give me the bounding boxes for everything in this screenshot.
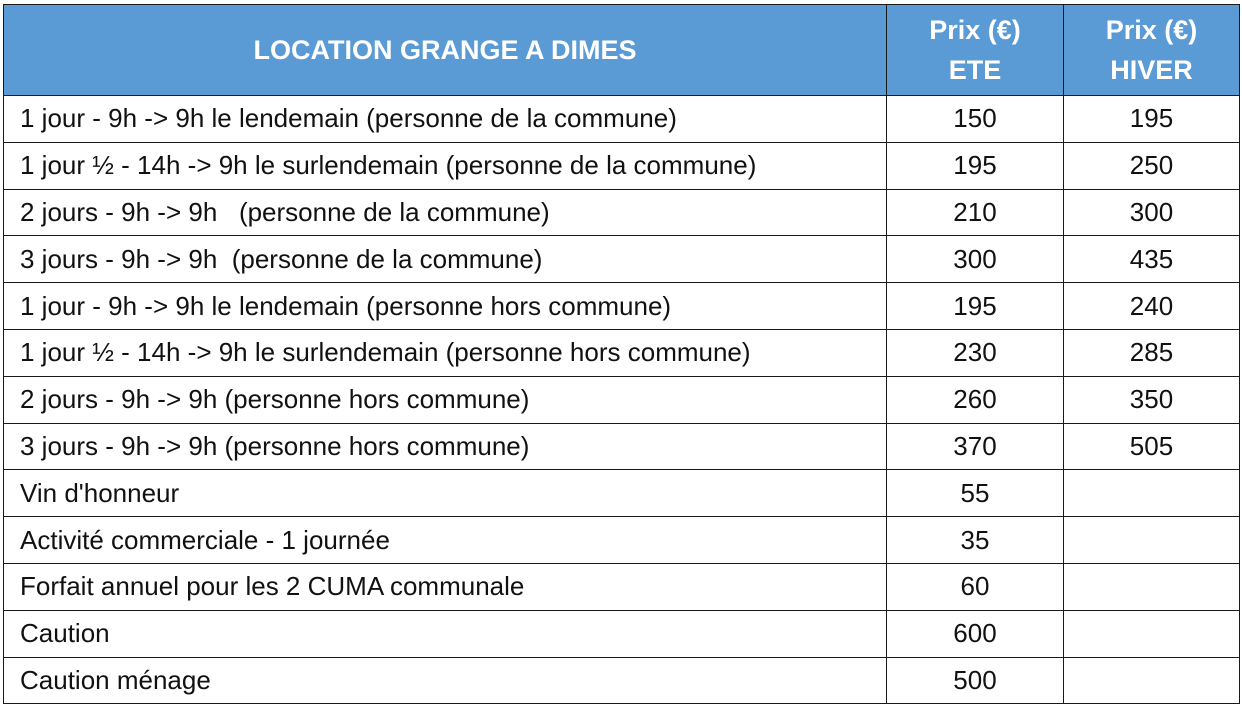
row-price-hiver: 505 <box>1063 422 1240 471</box>
row-price-hiver: 300 <box>1063 188 1240 237</box>
table-row: Vin d'honneur 55 <box>3 469 1240 518</box>
row-price-ete: 55 <box>886 469 1064 518</box>
header-ete-line1: Prix (€) <box>929 15 1021 45</box>
row-price-ete: 500 <box>886 656 1064 705</box>
row-price-hiver: 285 <box>1063 328 1240 377</box>
row-label: Caution <box>3 609 887 658</box>
header-row: LOCATION GRANGE A DIMES Prix (€) ETE Pri… <box>3 4 1240 96</box>
table-row: 1 jour - 9h -> 9h le lendemain (personne… <box>3 282 1240 330</box>
table-body: 1 jour - 9h -> 9h le lendemain (personne… <box>3 95 1240 705</box>
table-row: 2 jours - 9h -> 9h (personne hors commun… <box>3 375 1240 424</box>
row-label: 1 jour ½ - 14h -> 9h le surlendemain (pe… <box>3 328 887 377</box>
table-row: Forfait annuel pour les 2 CUMA communale… <box>3 562 1240 611</box>
row-label: Caution ménage <box>3 656 887 705</box>
row-label: 3 jours - 9h -> 9h (personne hors commun… <box>3 422 887 471</box>
table-row: Caution 600 <box>3 609 1240 658</box>
header-hiver-line1: Prix (€) <box>1105 15 1198 45</box>
row-price-hiver: 195 <box>1063 95 1240 143</box>
header-hiver-line2: HIVER <box>1110 55 1193 85</box>
row-label: 2 jours - 9h -> 9h (personne hors commun… <box>3 375 887 424</box>
row-price-hiver <box>1063 516 1240 564</box>
row-price-hiver <box>1063 469 1240 518</box>
header-hiver: Prix (€) HIVER <box>1063 4 1240 96</box>
row-label: 1 jour ½ - 14h -> 9h le surlendemain (pe… <box>3 141 887 190</box>
row-label: 2 jours - 9h -> 9h (personne de la commu… <box>3 188 887 237</box>
table-row: 2 jours - 9h -> 9h (personne de la commu… <box>3 188 1240 237</box>
header-title-text: LOCATION GRANGE A DIMES <box>253 35 637 65</box>
row-price-hiver <box>1063 562 1240 611</box>
row-price-hiver <box>1063 609 1240 658</box>
row-price-hiver: 250 <box>1063 141 1240 190</box>
row-label: 3 jours - 9h -> 9h (personne de la commu… <box>3 235 887 284</box>
row-label: Forfait annuel pour les 2 CUMA communale <box>3 562 887 611</box>
row-label: 1 jour - 9h -> 9h le lendemain (personne… <box>3 282 887 330</box>
row-price-hiver: 435 <box>1063 235 1240 284</box>
row-price-ete: 195 <box>886 141 1064 190</box>
row-price-ete: 210 <box>886 188 1064 237</box>
table-row: 3 jours - 9h -> 9h (personne hors commun… <box>3 422 1240 471</box>
header-title: LOCATION GRANGE A DIMES <box>3 4 887 96</box>
row-price-hiver <box>1063 656 1240 705</box>
row-price-ete: 60 <box>886 562 1064 611</box>
table-row: 1 jour ½ - 14h -> 9h le surlendemain (pe… <box>3 141 1240 190</box>
table-row: 1 jour ½ - 14h -> 9h le surlendemain (pe… <box>3 328 1240 377</box>
row-price-ete: 260 <box>886 375 1064 424</box>
row-price-ete: 35 <box>886 516 1064 564</box>
row-price-ete: 230 <box>886 328 1064 377</box>
row-price-hiver: 350 <box>1063 375 1240 424</box>
row-price-ete: 600 <box>886 609 1064 658</box>
header-ete-line2: ETE <box>948 55 1002 85</box>
table-row: 3 jours - 9h -> 9h (personne de la commu… <box>3 235 1240 284</box>
table-header: LOCATION GRANGE A DIMES Prix (€) ETE Pri… <box>3 4 1240 96</box>
table-row: Caution ménage 500 <box>3 656 1240 705</box>
row-price-ete: 300 <box>886 235 1064 284</box>
row-price-ete: 370 <box>886 422 1064 471</box>
table-row: Activité commerciale - 1 journée 35 <box>3 516 1240 564</box>
pricing-table: LOCATION GRANGE A DIMES Prix (€) ETE Pri… <box>3 4 1240 705</box>
row-label: Vin d'honneur <box>3 469 887 518</box>
row-label: 1 jour - 9h -> 9h le lendemain (personne… <box>3 95 887 143</box>
header-ete: Prix (€) ETE <box>886 4 1064 96</box>
table-row: 1 jour - 9h -> 9h le lendemain (personne… <box>3 95 1240 143</box>
row-price-ete: 150 <box>886 95 1064 143</box>
row-label: Activité commerciale - 1 journée <box>3 516 887 564</box>
row-price-hiver: 240 <box>1063 282 1240 330</box>
row-price-ete: 195 <box>886 282 1064 330</box>
